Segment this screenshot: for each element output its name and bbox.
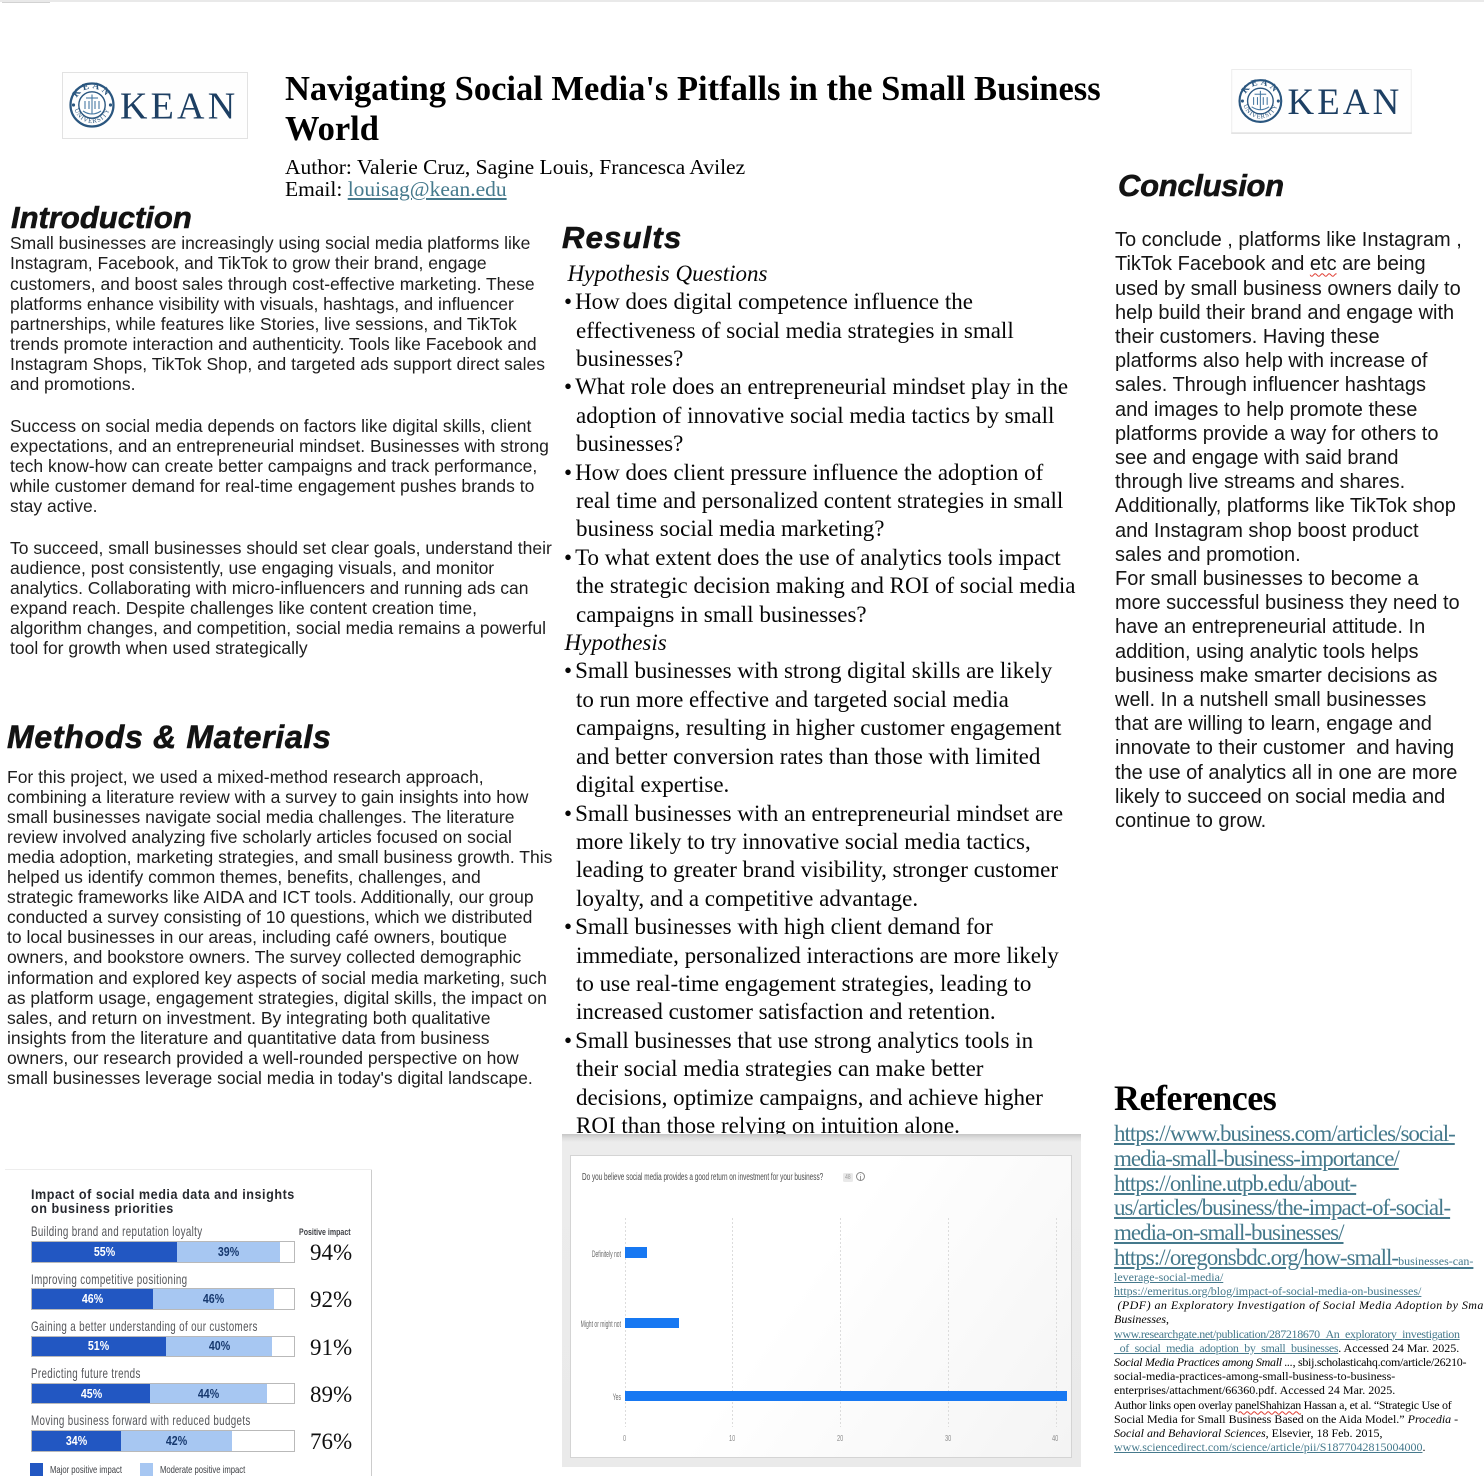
- svg-text:KEAN: KEAN: [1288, 81, 1403, 122]
- svg-text:KEAN: KEAN: [120, 86, 238, 128]
